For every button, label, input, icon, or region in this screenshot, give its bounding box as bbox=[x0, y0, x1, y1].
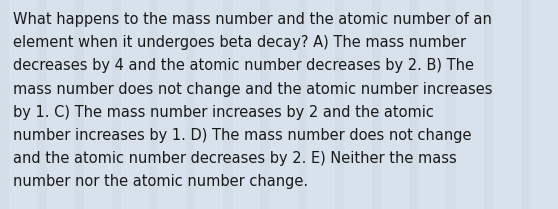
Bar bbox=[223, 0, 233, 209]
Bar bbox=[37, 0, 46, 209]
Bar bbox=[335, 0, 344, 209]
Bar bbox=[428, 0, 437, 209]
Bar bbox=[316, 0, 325, 209]
Bar bbox=[186, 0, 195, 209]
Bar bbox=[0, 0, 9, 209]
Bar bbox=[446, 0, 456, 209]
Text: by 1. C) The mass number increases by 2 and the atomic: by 1. C) The mass number increases by 2 … bbox=[13, 105, 434, 120]
Bar bbox=[242, 0, 251, 209]
Bar bbox=[74, 0, 84, 209]
Bar bbox=[484, 0, 493, 209]
Bar bbox=[93, 0, 102, 209]
Text: and the atomic number decreases by 2. E) Neither the mass: and the atomic number decreases by 2. E)… bbox=[13, 151, 457, 166]
Bar bbox=[112, 0, 121, 209]
Text: What happens to the mass number and the atomic number of an: What happens to the mass number and the … bbox=[13, 12, 492, 27]
Bar bbox=[167, 0, 177, 209]
Bar bbox=[465, 0, 474, 209]
Text: element when it undergoes beta decay? A) The mass number: element when it undergoes beta decay? A)… bbox=[13, 35, 466, 50]
Bar bbox=[353, 0, 363, 209]
Bar bbox=[502, 0, 512, 209]
Bar bbox=[409, 0, 418, 209]
Bar bbox=[130, 0, 140, 209]
Bar bbox=[372, 0, 381, 209]
Bar bbox=[18, 0, 28, 209]
Bar bbox=[540, 0, 549, 209]
Bar bbox=[521, 0, 530, 209]
Text: mass number does not change and the atomic number increases: mass number does not change and the atom… bbox=[13, 82, 493, 97]
Bar bbox=[56, 0, 65, 209]
Bar bbox=[391, 0, 400, 209]
Text: number increases by 1. D) The mass number does not change: number increases by 1. D) The mass numbe… bbox=[13, 128, 472, 143]
Text: number nor the atomic number change.: number nor the atomic number change. bbox=[13, 174, 308, 189]
Text: decreases by 4 and the atomic number decreases by 2. B) The: decreases by 4 and the atomic number dec… bbox=[13, 58, 474, 73]
Bar bbox=[279, 0, 288, 209]
Bar bbox=[297, 0, 307, 209]
Bar bbox=[205, 0, 214, 209]
Bar bbox=[261, 0, 270, 209]
Bar bbox=[149, 0, 158, 209]
